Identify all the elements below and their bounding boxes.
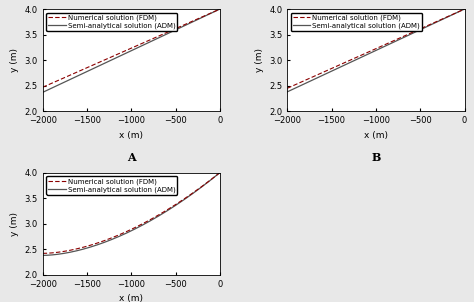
- Semi-analytical solution (ADM): [457, 9, 463, 13]
- Semi-analytical solution (ADM): [124, 231, 130, 235]
- Semi-analytical solution (ADM): [430, 22, 436, 26]
- Numerical solution (FDM): [217, 7, 223, 11]
- Numerical solution (FDM): [125, 48, 131, 51]
- Semi-analytical solution (ADM): [124, 51, 130, 55]
- Numerical solution (FDM): [369, 49, 374, 53]
- Numerical solution (FDM): [284, 86, 290, 90]
- Numerical solution (FDM): [124, 48, 130, 52]
- Numerical solution (FDM): [217, 171, 223, 175]
- Numerical solution (FDM): [370, 48, 375, 52]
- Semi-analytical solution (ADM): [213, 9, 219, 13]
- Semi-analytical solution (ADM): [217, 7, 223, 11]
- Semi-analytical solution (ADM): [136, 225, 141, 229]
- Legend: Numerical solution (FDM), Semi-analytical solution (ADM): Numerical solution (FDM), Semi-analytica…: [46, 176, 177, 194]
- Numerical solution (FDM): [213, 9, 219, 13]
- Line: Numerical solution (FDM): Numerical solution (FDM): [43, 9, 220, 87]
- Numerical solution (FDM): [146, 39, 151, 43]
- Semi-analytical solution (ADM): [125, 231, 131, 234]
- Numerical solution (FDM): [40, 252, 46, 255]
- Semi-analytical solution (ADM): [136, 46, 141, 49]
- Numerical solution (FDM): [185, 194, 191, 198]
- Semi-analytical solution (ADM): [370, 50, 375, 54]
- Semi-analytical solution (ADM): [146, 41, 151, 45]
- Numerical solution (FDM): [462, 7, 467, 11]
- Semi-analytical solution (ADM): [380, 45, 386, 49]
- Semi-analytical solution (ADM): [217, 171, 223, 175]
- Numerical solution (FDM): [40, 85, 46, 89]
- Text: A: A: [127, 152, 136, 163]
- Y-axis label: y (m): y (m): [10, 212, 19, 236]
- Numerical solution (FDM): [390, 39, 396, 43]
- Legend: Numerical solution (FDM), Semi-analytical solution (ADM): Numerical solution (FDM), Semi-analytica…: [291, 12, 422, 31]
- Line: Semi-analytical solution (ADM): Semi-analytical solution (ADM): [43, 9, 220, 92]
- Numerical solution (FDM): [380, 43, 386, 47]
- Numerical solution (FDM): [136, 224, 141, 228]
- Line: Semi-analytical solution (ADM): Semi-analytical solution (ADM): [43, 173, 220, 255]
- Numerical solution (FDM): [124, 230, 130, 233]
- Numerical solution (FDM): [136, 43, 141, 47]
- Semi-analytical solution (ADM): [369, 51, 374, 54]
- Numerical solution (FDM): [146, 219, 151, 223]
- Legend: Numerical solution (FDM), Semi-analytical solution (ADM): Numerical solution (FDM), Semi-analytica…: [46, 12, 177, 31]
- Numerical solution (FDM): [125, 229, 131, 233]
- Numerical solution (FDM): [457, 9, 463, 13]
- Semi-analytical solution (ADM): [185, 22, 191, 26]
- X-axis label: x (m): x (m): [119, 294, 143, 302]
- Semi-analytical solution (ADM): [462, 7, 467, 11]
- Numerical solution (FDM): [185, 21, 191, 25]
- Semi-analytical solution (ADM): [284, 90, 290, 94]
- Semi-analytical solution (ADM): [40, 254, 46, 257]
- Semi-analytical solution (ADM): [40, 91, 46, 94]
- Numerical solution (FDM): [430, 21, 436, 25]
- Numerical solution (FDM): [213, 174, 219, 178]
- Line: Numerical solution (FDM): Numerical solution (FDM): [287, 9, 465, 88]
- Y-axis label: y (m): y (m): [255, 48, 264, 72]
- Semi-analytical solution (ADM): [125, 50, 131, 54]
- Y-axis label: y (m): y (m): [10, 48, 19, 72]
- Semi-analytical solution (ADM): [185, 195, 191, 199]
- Line: Numerical solution (FDM): Numerical solution (FDM): [43, 173, 220, 253]
- Line: Semi-analytical solution (ADM): Semi-analytical solution (ADM): [287, 9, 465, 92]
- X-axis label: x (m): x (m): [119, 131, 143, 140]
- Text: B: B: [371, 152, 381, 163]
- Semi-analytical solution (ADM): [390, 41, 396, 44]
- Semi-analytical solution (ADM): [146, 220, 151, 224]
- X-axis label: x (m): x (m): [364, 131, 388, 140]
- Semi-analytical solution (ADM): [213, 174, 219, 178]
